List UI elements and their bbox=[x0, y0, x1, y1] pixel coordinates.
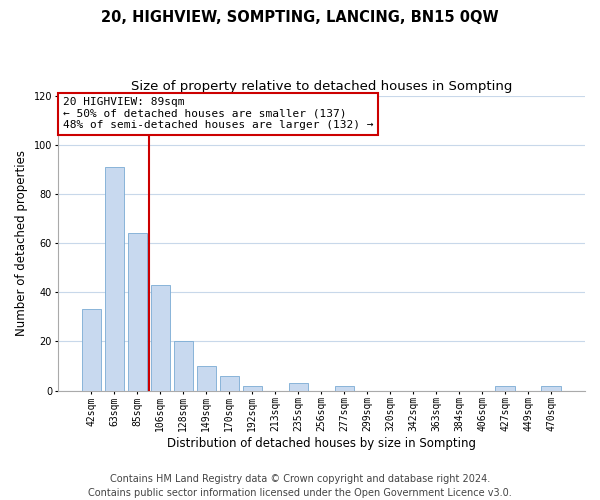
Bar bbox=[173, 342, 193, 390]
Y-axis label: Number of detached properties: Number of detached properties bbox=[15, 150, 28, 336]
Bar bbox=[335, 386, 354, 390]
X-axis label: Distribution of detached houses by size in Sompting: Distribution of detached houses by size … bbox=[167, 437, 476, 450]
Bar bbox=[242, 386, 262, 390]
Bar bbox=[197, 366, 216, 390]
Text: Contains HM Land Registry data © Crown copyright and database right 2024.
Contai: Contains HM Land Registry data © Crown c… bbox=[88, 474, 512, 498]
Title: Size of property relative to detached houses in Sompting: Size of property relative to detached ho… bbox=[131, 80, 512, 93]
Bar bbox=[104, 167, 124, 390]
Bar bbox=[82, 310, 101, 390]
Bar bbox=[289, 384, 308, 390]
Bar bbox=[496, 386, 515, 390]
Bar bbox=[541, 386, 561, 390]
Text: 20, HIGHVIEW, SOMPTING, LANCING, BN15 0QW: 20, HIGHVIEW, SOMPTING, LANCING, BN15 0Q… bbox=[101, 10, 499, 25]
Bar bbox=[151, 285, 170, 391]
Bar bbox=[128, 234, 147, 390]
Text: 20 HIGHVIEW: 89sqm
← 50% of detached houses are smaller (137)
48% of semi-detach: 20 HIGHVIEW: 89sqm ← 50% of detached hou… bbox=[63, 97, 373, 130]
Bar bbox=[220, 376, 239, 390]
